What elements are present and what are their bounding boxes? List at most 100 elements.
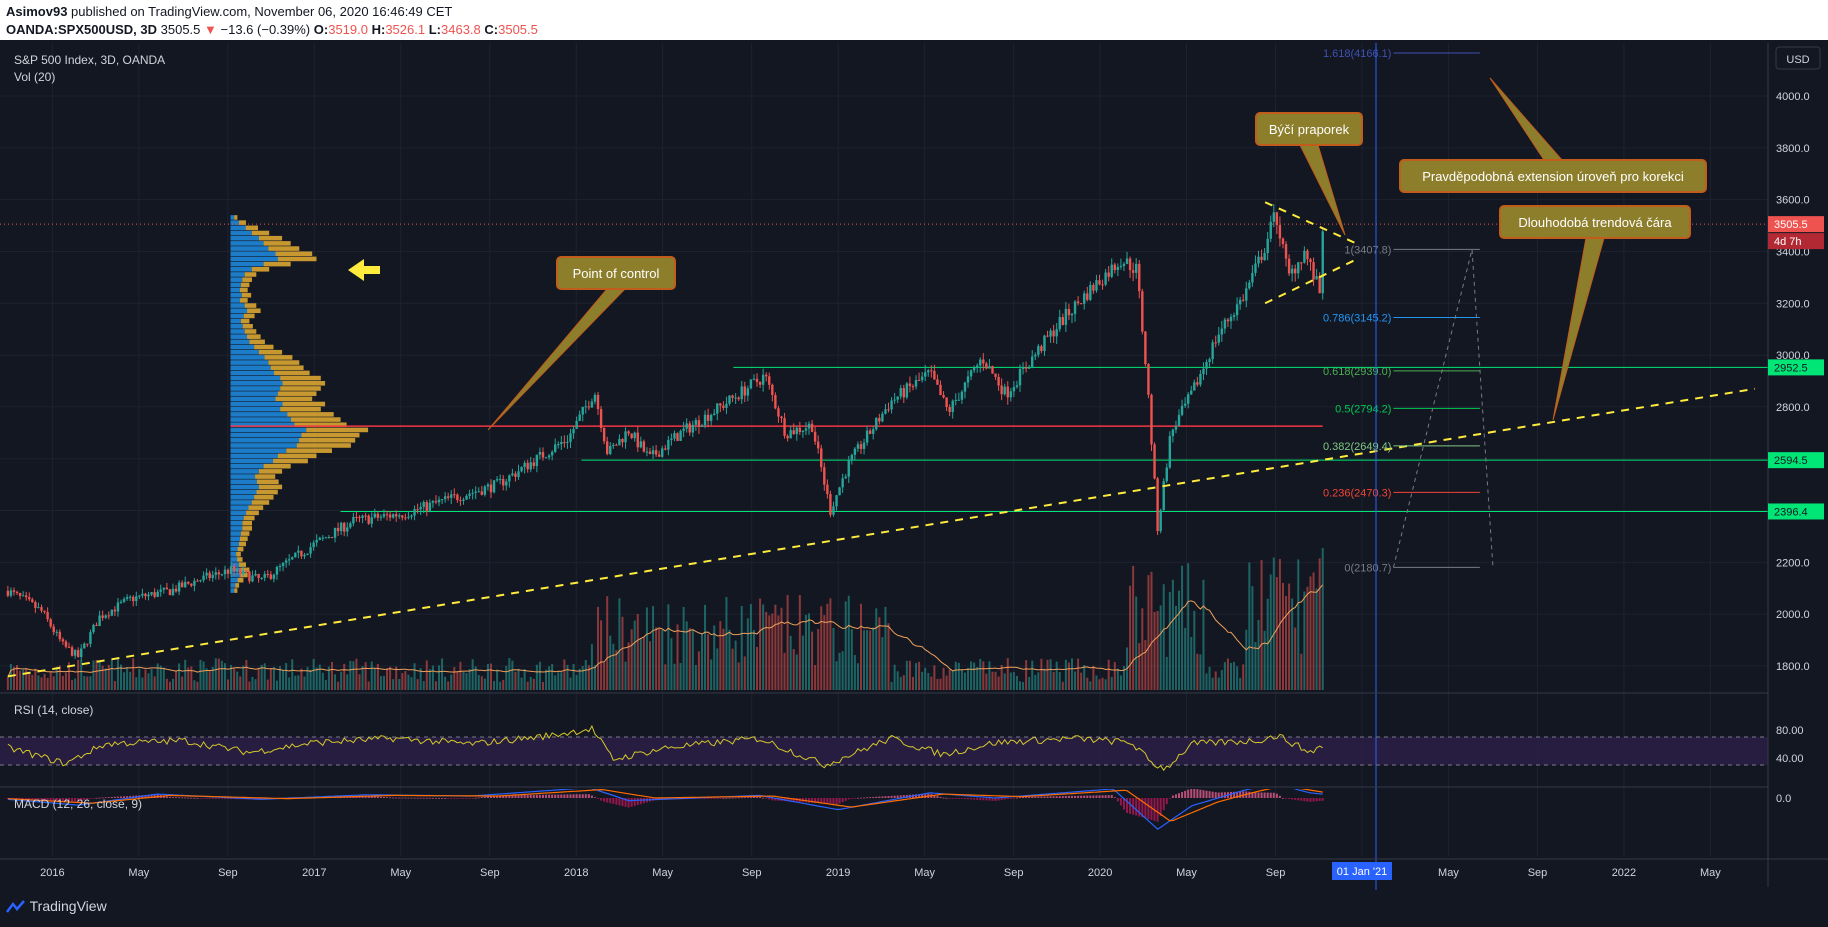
profile-bar-up: [230, 261, 264, 267]
macd-histogram-bar: [829, 798, 832, 804]
volume-bar: [967, 667, 970, 690]
flag-upper-line[interactable]: [1264, 201, 1358, 245]
volume-bar: [263, 663, 266, 690]
volume-bar: [422, 681, 425, 690]
macd-histogram-bar: [1107, 795, 1110, 798]
candle-body: [217, 572, 221, 575]
candle-body: [1165, 467, 1168, 482]
flag-lower-line[interactable]: [1264, 258, 1358, 305]
volume-bar: [1174, 605, 1177, 690]
fib-extension[interactable]: 1.618(4166.1) 1(3407.8) 0.786(3145.2) 0.618…: [1323, 48, 1494, 574]
volume-bar: [982, 661, 985, 690]
macd-histogram-bar: [1272, 792, 1275, 798]
candle-body: [239, 568, 242, 575]
macd-histogram-bar: [1086, 795, 1089, 798]
macd-histogram-bar: [196, 797, 199, 799]
price-axis[interactable]: 4000.0 3800.0 3600.0 3400.0 3200.0 3000.0 2800…: [1776, 91, 1810, 805]
candle-body: [1263, 253, 1266, 261]
volume-bar: [587, 665, 590, 690]
profile-bar-up: [230, 448, 287, 453]
macd-histogram-bar: [477, 797, 480, 799]
candle-body: [1235, 304, 1239, 316]
macd-histogram-bar: [823, 798, 826, 804]
volume-bar: [370, 661, 373, 690]
fib-level-label: 1.618(4166.1): [1323, 48, 1392, 60]
volume-bar: [520, 677, 523, 690]
macd-histogram-bar: [132, 795, 135, 798]
volume-bar: [642, 636, 645, 690]
chart-canvas[interactable]: 1.618(4166.1) 1(3407.8) 0.786(3145.2) 0.618…: [0, 40, 1828, 927]
macd-histogram-bar: [749, 797, 752, 798]
volume-bar: [1184, 627, 1187, 690]
volume-bar: [49, 671, 52, 690]
candle-body: [138, 595, 141, 597]
volume-bar: [1095, 675, 1098, 690]
time-tick-label: 2016: [40, 867, 64, 879]
candle-body: [474, 491, 477, 493]
profile-bar-up: [230, 531, 241, 536]
candle-body: [1232, 315, 1236, 317]
callout-box: [1399, 159, 1707, 193]
candle-body: [180, 582, 184, 588]
candle-body: [615, 444, 618, 446]
tradingview-logo[interactable]: TradingView: [6, 898, 107, 914]
macd-histogram-bar: [704, 798, 707, 799]
volume-bar: [1043, 668, 1046, 690]
candle-body: [1168, 436, 1172, 468]
volume-bar: [1199, 654, 1202, 690]
volume-bar: [1034, 674, 1037, 690]
volume-bar: [957, 662, 960, 690]
macd-histogram-bar: [811, 798, 814, 803]
volume-bar: [1165, 656, 1168, 690]
candle-body: [1006, 386, 1009, 398]
price-tick-label: 4000.0: [1776, 91, 1810, 103]
currency-badge[interactable]: [1775, 46, 1821, 70]
volume-bar: [792, 649, 795, 690]
macd-histogram-bar: [392, 797, 395, 799]
candle-body: [480, 491, 484, 495]
candle-body: [122, 598, 126, 602]
candle-body: [1220, 328, 1224, 335]
volume-bar: [890, 681, 893, 690]
candle-body: [398, 515, 401, 517]
candle-body: [1214, 342, 1217, 344]
volume-bar: [1303, 591, 1306, 690]
long-term-trendline[interactable]: [7, 387, 1756, 678]
volume-bar: [190, 666, 193, 690]
volume-bar: [1187, 563, 1190, 690]
profile-bar-down: [246, 510, 259, 516]
candle-body: [156, 591, 159, 597]
profile-bar-down: [280, 386, 321, 391]
macd-histogram-bar: [988, 798, 991, 801]
candle-body: [566, 441, 569, 443]
volume-bar: [355, 658, 358, 690]
macd-histogram-bar: [25, 798, 28, 800]
macd-histogram-bar: [1000, 798, 1003, 801]
author-name[interactable]: Asimov93: [6, 4, 68, 19]
volume-bar: [624, 661, 627, 690]
candle-body: [324, 537, 328, 539]
macd-histogram-bar: [875, 796, 878, 798]
callout-box: [1499, 205, 1691, 239]
macd-histogram-bar: [1095, 795, 1098, 798]
volume-bar: [199, 659, 202, 690]
volume-bar: [6, 676, 9, 690]
volume-bar: [217, 658, 220, 690]
candle-body: [881, 413, 884, 422]
volume-bar: [1214, 671, 1217, 690]
candle-body: [835, 495, 838, 507]
candle-body: [1031, 356, 1034, 368]
macd-histogram-bar: [759, 796, 762, 798]
profile-bar-down: [296, 443, 351, 448]
macd-histogram-bar: [1122, 798, 1125, 810]
volume-bar: [884, 606, 887, 690]
fib-level-label: 0.618(2939.0): [1323, 366, 1392, 378]
candle-body: [309, 547, 312, 554]
macd-histogram-bar: [1254, 792, 1257, 798]
tradingview-icon: [6, 900, 25, 914]
volume-bar: [508, 658, 511, 690]
macd-histogram-bar: [575, 794, 578, 798]
volume-bar: [820, 606, 823, 690]
time-axis[interactable]: 2016 May Sep 2017 May Sep 2018 May Sep 2019 May Sep…: [40, 862, 1721, 880]
candle-body: [1079, 303, 1083, 305]
